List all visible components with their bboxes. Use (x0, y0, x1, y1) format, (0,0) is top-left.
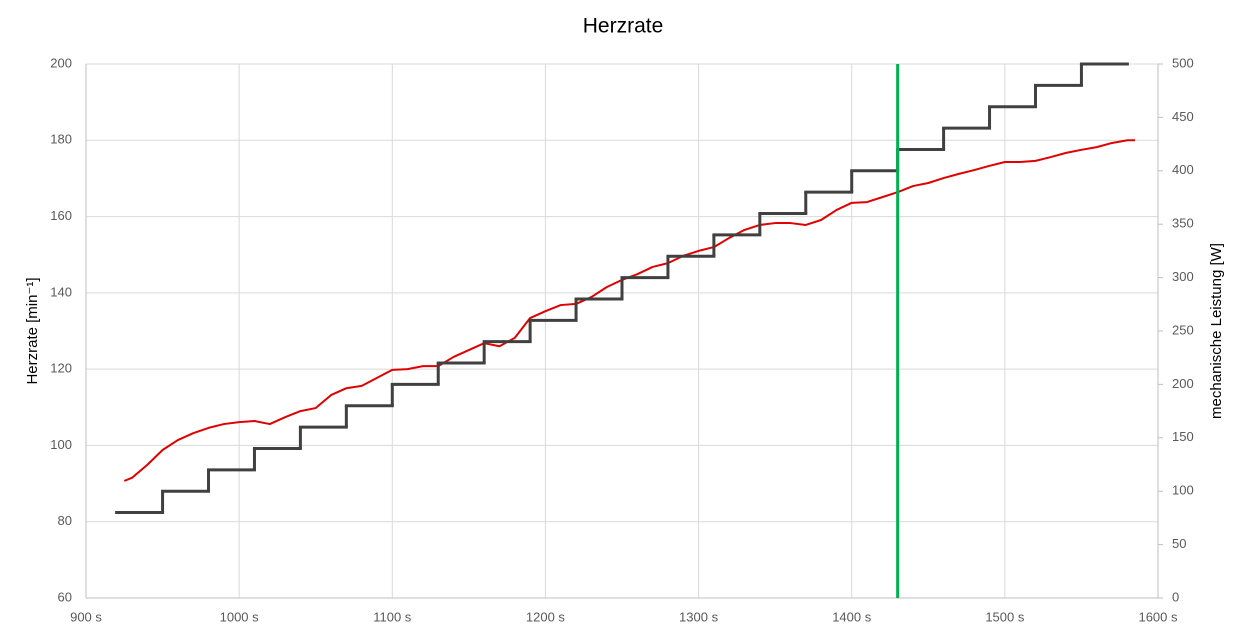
x-tick-label: 900 s (70, 609, 102, 624)
y2-tick-label: 200 (1172, 376, 1194, 391)
line-series (123, 139, 1136, 482)
y2-tick-label: 100 (1172, 483, 1194, 498)
y-tick-label: 200 (50, 55, 72, 70)
y2-tick-label: 50 (1172, 536, 1186, 551)
x-tick-label: 1400 s (832, 609, 872, 624)
x-tick-label: 1500 s (985, 609, 1025, 624)
y2-tick-label: 150 (1172, 429, 1194, 444)
y2-tick-label: 450 (1172, 109, 1194, 124)
y-tick-label: 160 (50, 208, 72, 223)
y2-tick-label: 400 (1172, 162, 1194, 177)
y-tick-label: 140 (50, 284, 72, 299)
y-tick-label: 180 (50, 132, 72, 147)
y2-tick-label: 350 (1172, 216, 1194, 231)
y-tick-label: 60 (58, 589, 72, 604)
x-tick-label: 1600 s (1138, 609, 1178, 624)
x-tick-label: 1000 s (220, 609, 260, 624)
y-tick-label: 120 (50, 361, 72, 376)
x-tick-label: 1100 s (373, 609, 412, 624)
y-axis-label: Herzrate [min⁻¹] (24, 277, 41, 384)
y2-tick-label: 0 (1172, 589, 1179, 604)
y2-tick-label: 500 (1172, 55, 1194, 70)
x-tick-label: 1300 s (679, 609, 719, 624)
y2-tick-label: 300 (1172, 269, 1194, 284)
chart-title: Herzrate (583, 15, 664, 38)
y-tick-label: 100 (50, 437, 72, 452)
y-tick-label: 80 (58, 513, 72, 528)
y2-axis-label: mechanische Leistung [W] (1208, 243, 1225, 419)
x-tick-label: 1200 s (526, 609, 566, 624)
y2-tick-label: 250 (1172, 322, 1194, 337)
